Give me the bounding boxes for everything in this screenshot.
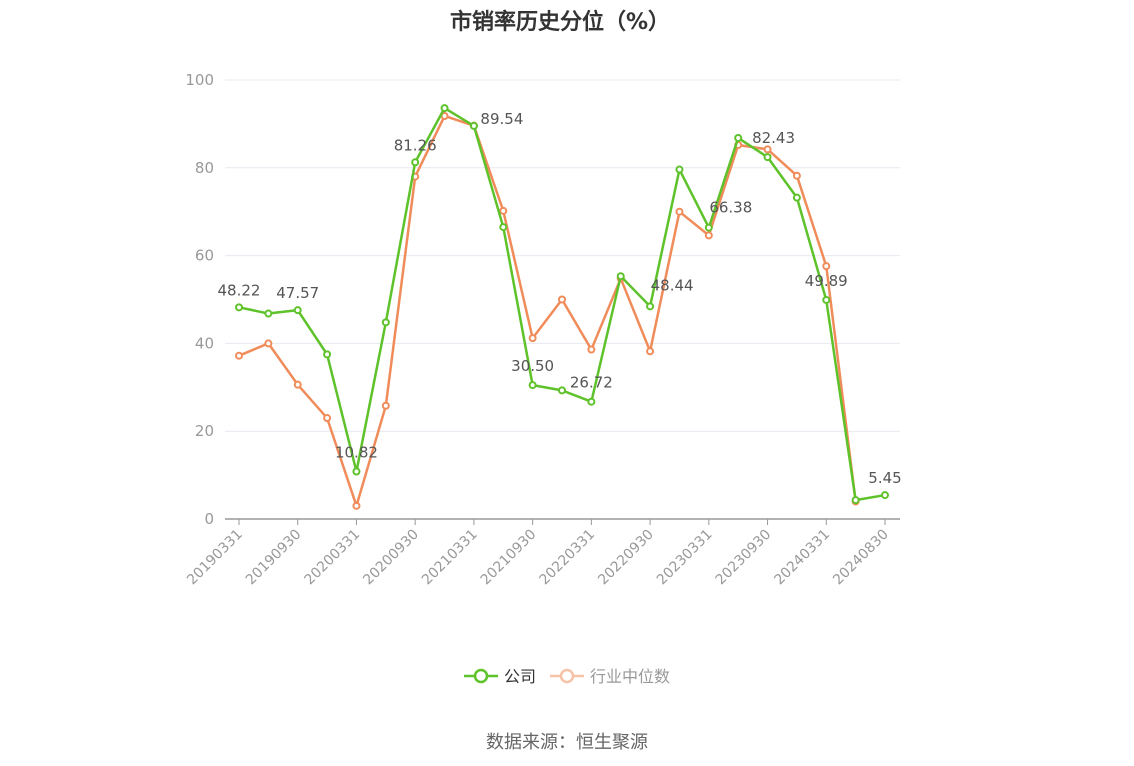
data-label-20210930: 30.50 bbox=[511, 357, 554, 375]
company-point-20210630 bbox=[499, 223, 508, 232]
company-point-20221231 bbox=[675, 165, 684, 174]
x-tick-label-20240331: 20240331 bbox=[771, 527, 833, 589]
series-lines bbox=[235, 104, 889, 510]
legend-item-industry[interactable]: 行业中位数 bbox=[550, 667, 670, 686]
industry-point-20230930 bbox=[763, 145, 772, 154]
axes: 0 20 40 60 80 100 2019033120190930202003312020… bbox=[184, 71, 900, 588]
legend[interactable]: 公司 行业中位数 bbox=[464, 667, 670, 686]
y-tick-label-0: 0 bbox=[204, 510, 214, 528]
industry-point-20230331 bbox=[704, 231, 713, 240]
industry-point-20190930 bbox=[293, 380, 302, 389]
data-label-20190331: 48.22 bbox=[218, 281, 261, 299]
industry-point-20211231 bbox=[558, 295, 566, 304]
x-tick-label-20200331: 20200331 bbox=[302, 527, 364, 589]
company-point-20220630 bbox=[616, 272, 625, 281]
industry-point-20220331 bbox=[587, 345, 596, 354]
company-point-20190930 bbox=[293, 306, 302, 315]
data-labels: 48.22 47.57 10.82 81.26 89.54 30.50 26.72 48.44… bbox=[218, 110, 902, 487]
company-point-20200930 bbox=[411, 158, 420, 167]
x-tick-label-20220331: 20220331 bbox=[536, 527, 598, 589]
source-note: 数据来源：恒生聚源 bbox=[486, 732, 648, 753]
company-point-20240630 bbox=[851, 496, 860, 505]
data-label-20240830: 5.45 bbox=[868, 469, 901, 487]
data-label-20200331: 10.82 bbox=[335, 444, 378, 462]
legend-item-company[interactable]: 公司 bbox=[464, 667, 536, 686]
company-point-20211231 bbox=[558, 386, 566, 395]
data-label-20210331: 89.54 bbox=[480, 110, 523, 128]
y-tick-label-60: 60 bbox=[195, 247, 214, 265]
company-point-20210930 bbox=[528, 381, 537, 390]
company-point-20191231 bbox=[323, 350, 332, 359]
legend-marker bbox=[473, 668, 489, 684]
company-point-20230930 bbox=[763, 153, 772, 162]
data-label-20220331: 26.72 bbox=[570, 374, 613, 392]
industry-point-20221231 bbox=[675, 207, 684, 216]
legend-marker bbox=[559, 668, 575, 684]
data-label-20190930: 47.57 bbox=[276, 284, 319, 302]
company-point-20200630 bbox=[381, 318, 390, 327]
legend-label: 行业中位数 bbox=[590, 667, 670, 686]
x-tick-label-20190331: 20190331 bbox=[184, 527, 246, 589]
series-line-industry bbox=[238, 114, 857, 508]
data-label-20230930: 82.43 bbox=[752, 129, 795, 147]
chart-title: 市销率历史分位（%） bbox=[449, 10, 671, 35]
grid-lines bbox=[225, 79, 900, 432]
x-tick-label-20210930: 20210930 bbox=[478, 527, 540, 589]
company-point-20240830 bbox=[881, 491, 889, 500]
legend-label: 公司 bbox=[504, 667, 536, 686]
company-point-20231231 bbox=[792, 193, 801, 202]
industry-point-20210930 bbox=[528, 334, 537, 343]
company-point-20210331 bbox=[469, 121, 478, 130]
industry-point-20210630 bbox=[499, 206, 508, 215]
industry-point-20240331 bbox=[822, 262, 831, 271]
company-point-20240331 bbox=[822, 295, 831, 304]
industry-point-20220930 bbox=[646, 347, 655, 356]
industry-point-20200630 bbox=[381, 401, 390, 410]
company-point-20230331 bbox=[704, 223, 713, 232]
industry-point-20190630 bbox=[264, 339, 273, 348]
x-tick-label-20200930: 20200930 bbox=[360, 527, 422, 589]
company-point-20190331 bbox=[235, 303, 243, 312]
company-point-20220930 bbox=[646, 302, 655, 311]
company-point-20200331 bbox=[352, 467, 361, 476]
industry-point-20191231 bbox=[323, 414, 332, 423]
x-tick-label-20190930: 20190930 bbox=[243, 527, 305, 589]
x-tick-label-20230930: 20230930 bbox=[713, 527, 775, 589]
data-label-20200930: 81.26 bbox=[394, 136, 437, 154]
y-tick-label-80: 80 bbox=[195, 159, 214, 177]
data-label-20220930: 48.44 bbox=[651, 276, 694, 294]
data-label-20230331: 66.38 bbox=[709, 199, 752, 217]
y-tick-label-100: 100 bbox=[185, 71, 214, 89]
industry-point-20231231 bbox=[792, 171, 801, 180]
x-tick-label-20230331: 20230331 bbox=[654, 527, 716, 589]
x-tick-label-20240830: 20240830 bbox=[830, 527, 892, 589]
company-point-20230630 bbox=[734, 133, 743, 142]
x-tick-label-20220930: 20220930 bbox=[595, 527, 657, 589]
industry-point-20200331 bbox=[352, 501, 361, 510]
x-tick-label-20210331: 20210331 bbox=[419, 527, 481, 589]
company-point-20190630 bbox=[264, 309, 273, 318]
industry-point-20190331 bbox=[235, 351, 243, 360]
data-label-20240331: 49.89 bbox=[805, 272, 848, 290]
company-point-20220331 bbox=[587, 397, 596, 406]
y-tick-label-20: 20 bbox=[195, 422, 214, 440]
company-point-20201231 bbox=[440, 104, 449, 113]
y-tick-label-40: 40 bbox=[195, 334, 214, 352]
